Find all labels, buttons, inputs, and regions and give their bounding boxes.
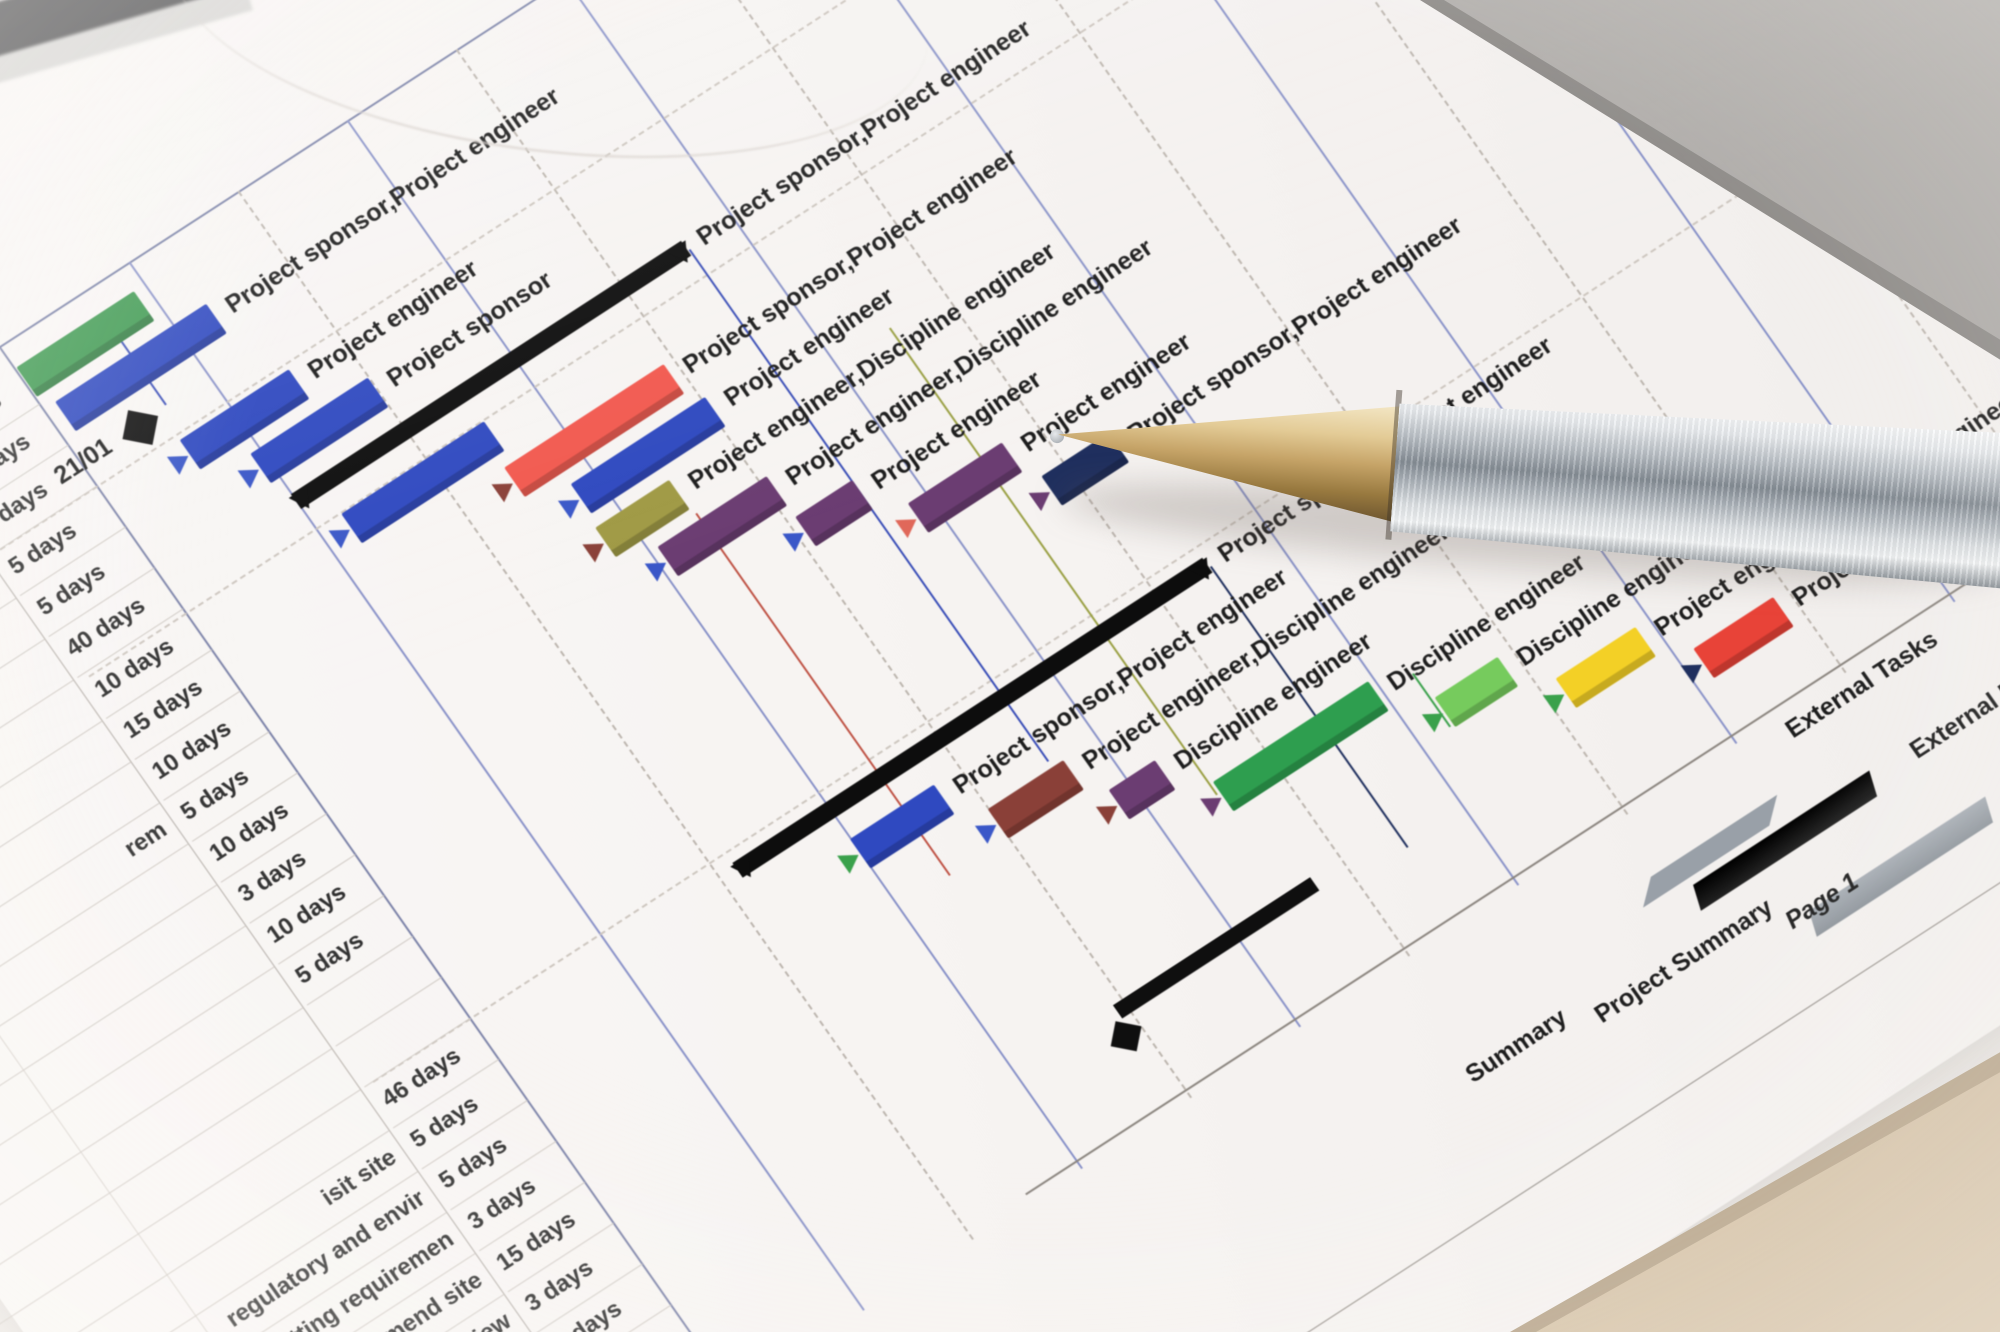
milestone-diamond-sample — [1110, 1021, 1142, 1052]
gantt-bar — [1434, 656, 1519, 728]
legend-summary-label: Summary — [1460, 1003, 1573, 1089]
time-gridline-dashed — [455, 48, 1192, 1099]
task-bar-sample — [1113, 877, 1320, 1019]
pen-ball-tip — [1049, 428, 1065, 444]
legend-external-tasks-label: External Tasks — [1780, 625, 1944, 744]
gantt-bar — [341, 421, 505, 544]
milestone-diamond — [122, 410, 159, 445]
legend-project-summary-label: Project Summary — [1589, 893, 1779, 1029]
pen-gold-cone — [1054, 381, 1402, 522]
